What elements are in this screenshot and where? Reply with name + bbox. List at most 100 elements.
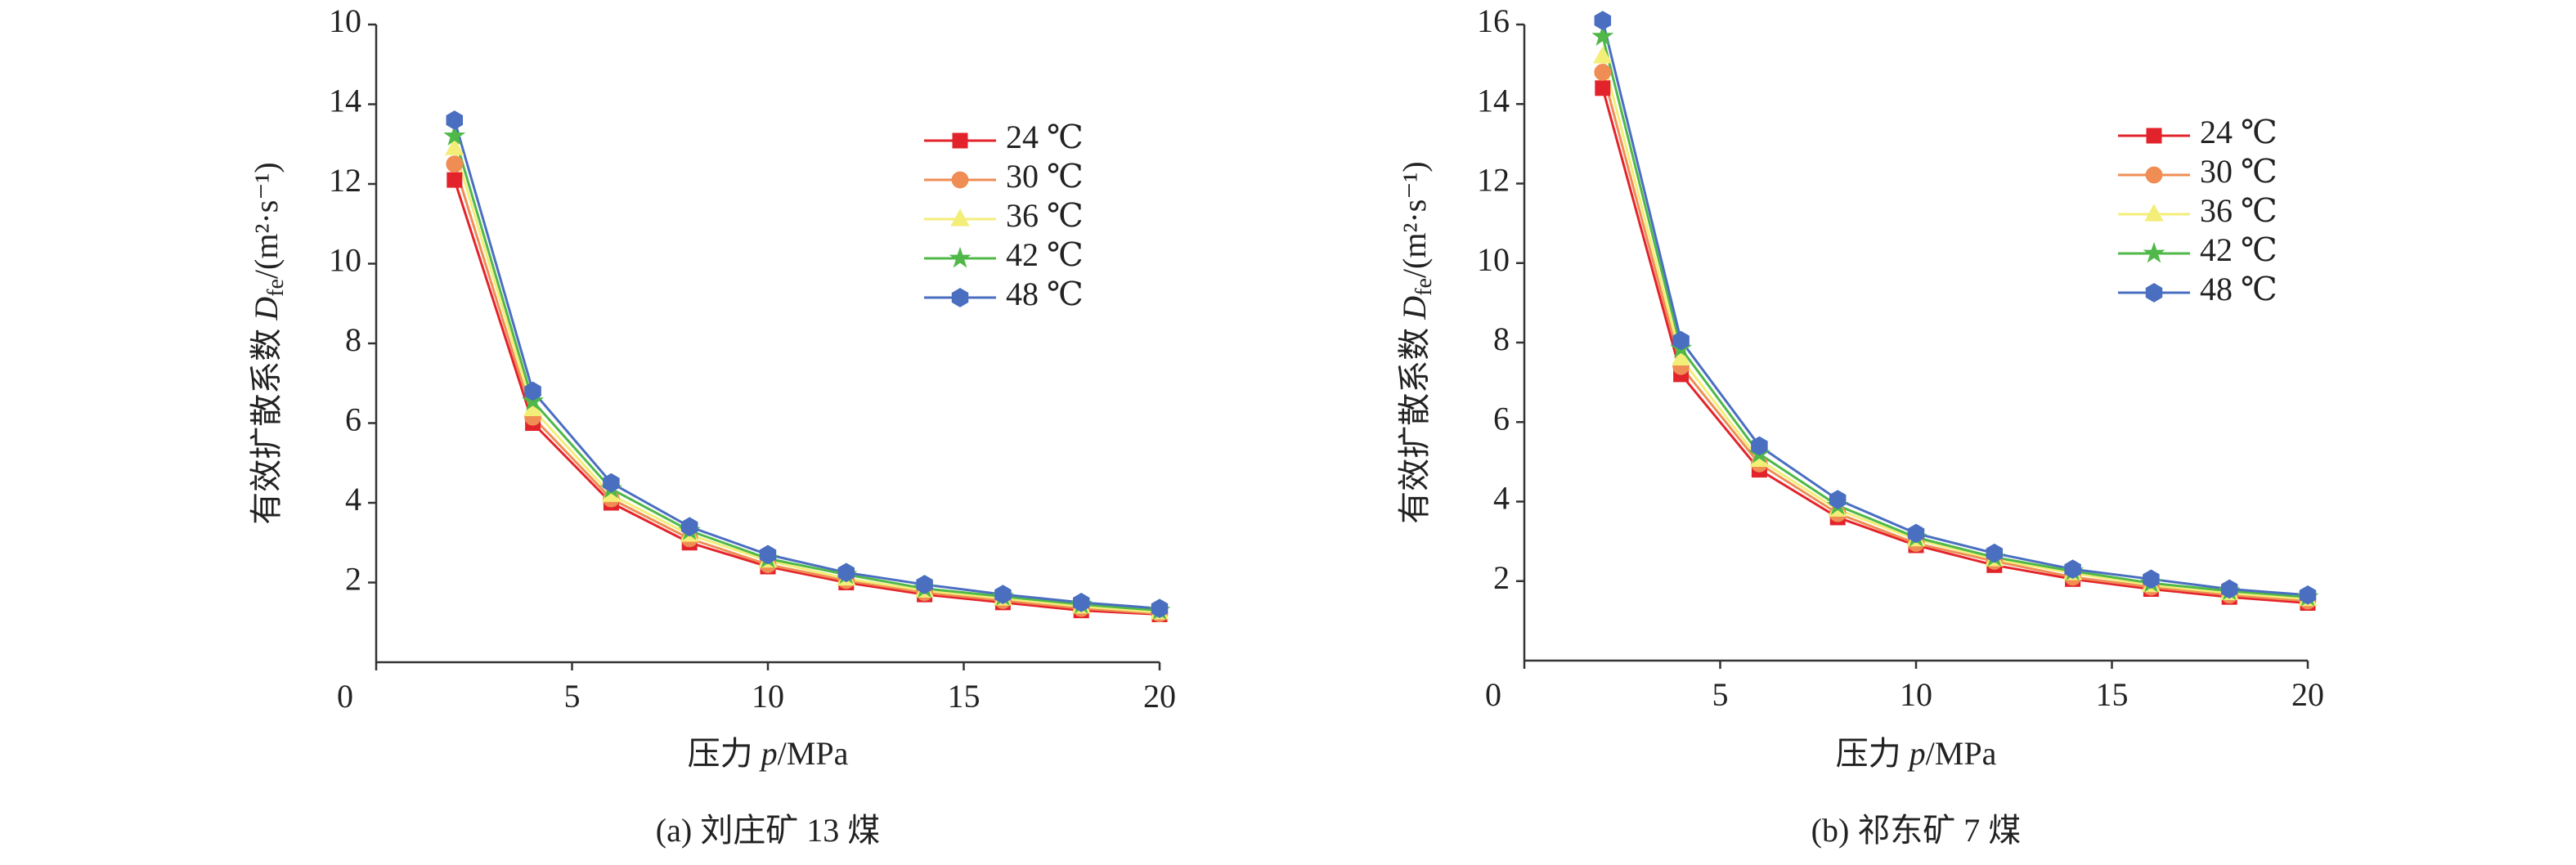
marker — [1151, 598, 1169, 619]
y-tick-label: 10 — [1477, 241, 1510, 278]
legend-label: 24 ℃ — [1006, 119, 1084, 155]
x-axis-label: 压力 p/MPa — [1836, 735, 1997, 772]
y-tick-label: 6 — [345, 401, 361, 438]
marker — [447, 172, 463, 188]
series-line — [1601, 36, 2309, 598]
y-tick-label: 2 — [345, 561, 361, 598]
chart: 2 4 6 8 10 12 14 16 0 5 10 15 20 压力 p/MPa 有效扩散系数 Dfe/(… — [1396, 2, 2324, 849]
series-line — [453, 164, 1160, 616]
legend-label: 48 ℃ — [1006, 276, 1084, 312]
marker — [1829, 490, 1847, 509]
marker — [1072, 593, 1090, 612]
legend-marker — [952, 132, 968, 149]
marker — [446, 155, 464, 173]
legend-marker — [951, 171, 969, 189]
x-tick-label: 0 — [1485, 676, 1501, 713]
marker — [443, 124, 466, 146]
x-tick-label: 10 — [1900, 676, 1932, 713]
legend-label: 36 ℃ — [1006, 197, 1084, 234]
legend-label: 36 ℃ — [2200, 192, 2278, 229]
label-part: /(m²·s⁻¹) — [1396, 161, 1433, 278]
legend-label: 42 ℃ — [2200, 231, 2278, 268]
legend-label: 30 ℃ — [1006, 158, 1084, 195]
y-tick-label: 10 — [329, 2, 361, 39]
legend-marker — [2145, 283, 2163, 303]
caption: (b) 祁东矿 7 煤 — [1811, 812, 2022, 849]
marker — [1594, 11, 1612, 30]
y-tick-label: 16 — [1477, 2, 1510, 39]
x-tick-label: 15 — [2096, 676, 2129, 713]
marker — [1591, 25, 1614, 47]
y-axis-label: 有效扩散系数 Dfe/(m²·s⁻¹) — [248, 162, 289, 525]
chart: 2 4 6 8 10 12 14 10 0 5 10 15 20 压力 p/MPa 有效扩散系数 Dfe/(… — [248, 2, 1176, 849]
y-tick-label: 12 — [1477, 162, 1510, 199]
x-tick-label: 20 — [2291, 676, 2324, 713]
label-part: 压力 — [1836, 735, 1910, 772]
marker — [1986, 543, 2004, 563]
marker — [2064, 559, 2081, 579]
legend-label: 24 ℃ — [2200, 114, 2278, 150]
y-tick-label: 4 — [345, 481, 361, 518]
marker — [524, 381, 541, 401]
marker — [759, 545, 777, 565]
marker — [1671, 347, 1691, 366]
marker — [446, 110, 464, 130]
marker — [1751, 436, 1768, 456]
series-line — [1601, 87, 2309, 604]
legend-marker — [2144, 204, 2164, 222]
label-part: p — [1907, 735, 1926, 772]
y-tick-label: 2 — [1493, 559, 1510, 596]
legend-marker — [2145, 166, 2163, 184]
marker — [603, 473, 620, 493]
series-line — [453, 179, 1160, 616]
marker — [837, 562, 855, 583]
legend-marker — [949, 246, 972, 268]
y-tick-label: 12 — [329, 162, 361, 199]
label-part: 压力 — [688, 735, 761, 772]
marker — [680, 517, 698, 537]
x-tick-label: 15 — [948, 678, 981, 715]
series-line — [453, 147, 1160, 614]
marker — [916, 575, 933, 594]
marker — [1672, 330, 1690, 351]
label-part: fe — [1411, 278, 1437, 296]
y-tick-label: 6 — [1493, 400, 1510, 437]
marker — [2299, 585, 2317, 605]
legend-label: 48 ℃ — [2200, 271, 2278, 307]
x-tick-label: 0 — [337, 678, 353, 715]
marker — [445, 137, 464, 155]
legend-label: 30 ℃ — [2200, 153, 2278, 190]
legend-marker — [951, 288, 969, 307]
series-line — [453, 136, 1160, 612]
series-line — [1601, 20, 2309, 597]
y-tick-label: 4 — [1493, 480, 1510, 517]
marker — [2220, 579, 2238, 599]
marker — [994, 585, 1012, 604]
y-tick-label: 14 — [329, 83, 361, 119]
x-axis-label: 压力 p/MPa — [688, 735, 849, 772]
label-part: D — [1396, 296, 1433, 320]
legend-marker — [950, 208, 970, 226]
y-tick-label: 10 — [329, 242, 361, 279]
series-line — [453, 119, 1160, 610]
x-tick-label: 5 — [564, 678, 581, 715]
y-axis-label: 有效扩散系数 Dfe/(m²·s⁻¹) — [1396, 161, 1437, 524]
marker — [1593, 46, 1613, 64]
label-part: /(m²·s⁻¹) — [248, 162, 285, 279]
marker — [1907, 523, 1925, 544]
y-tick-label: 14 — [1477, 82, 1510, 119]
label-part: /MPa — [1926, 735, 1997, 772]
series-line — [1601, 56, 2309, 601]
label-part: /MPa — [778, 735, 849, 772]
x-tick-label: 10 — [752, 678, 784, 715]
legend-marker — [2143, 241, 2165, 263]
label-part: D — [248, 297, 285, 321]
legend-label: 42 ℃ — [1006, 236, 1084, 273]
y-tick-label: 8 — [1493, 320, 1510, 357]
x-tick-label: 5 — [1712, 676, 1729, 713]
marker — [2143, 569, 2160, 589]
label-part: p — [759, 735, 778, 772]
y-tick-label: 8 — [345, 321, 361, 358]
